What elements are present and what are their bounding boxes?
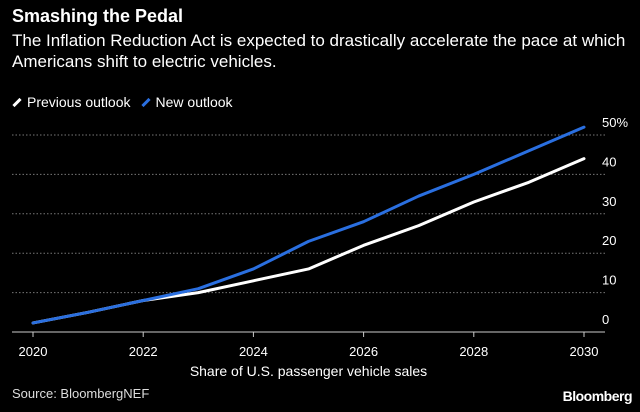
bloomberg-logo: Bloomberg bbox=[562, 388, 633, 404]
y-tick-label: 20 bbox=[602, 233, 616, 248]
x-tick-label: 2026 bbox=[349, 344, 378, 359]
chart-title: Smashing the Pedal bbox=[12, 6, 184, 26]
chart-subtitle: The Inflation Reduction Act is expected … bbox=[12, 31, 626, 71]
legend-item-new: New outlook bbox=[140, 94, 233, 110]
y-tick-label: 30 bbox=[602, 194, 616, 209]
x-tick-label: 2020 bbox=[19, 344, 48, 359]
y-tick-label: 10 bbox=[602, 273, 616, 288]
y-tick-label: 50% bbox=[602, 115, 628, 130]
x-tick-label: 2028 bbox=[459, 344, 488, 359]
legend: Previous outlook New outlook bbox=[12, 94, 233, 110]
x-tick-label: 2024 bbox=[239, 344, 268, 359]
series-line-new-outlook bbox=[31, 125, 586, 325]
legend-label-previous: Previous outlook bbox=[27, 94, 131, 110]
y-tick-label: 40 bbox=[602, 154, 616, 169]
legend-item-previous: Previous outlook bbox=[12, 94, 131, 110]
x-axis-label: Share of U.S. passenger vehicle sales bbox=[190, 363, 427, 379]
source-note: Source: BloombergNEF bbox=[12, 386, 150, 401]
x-tick-label: 2030 bbox=[570, 344, 599, 359]
legend-label-new: New outlook bbox=[155, 94, 233, 110]
x-tick-label: 2022 bbox=[129, 344, 158, 359]
y-tick-label: 0 bbox=[602, 312, 609, 327]
